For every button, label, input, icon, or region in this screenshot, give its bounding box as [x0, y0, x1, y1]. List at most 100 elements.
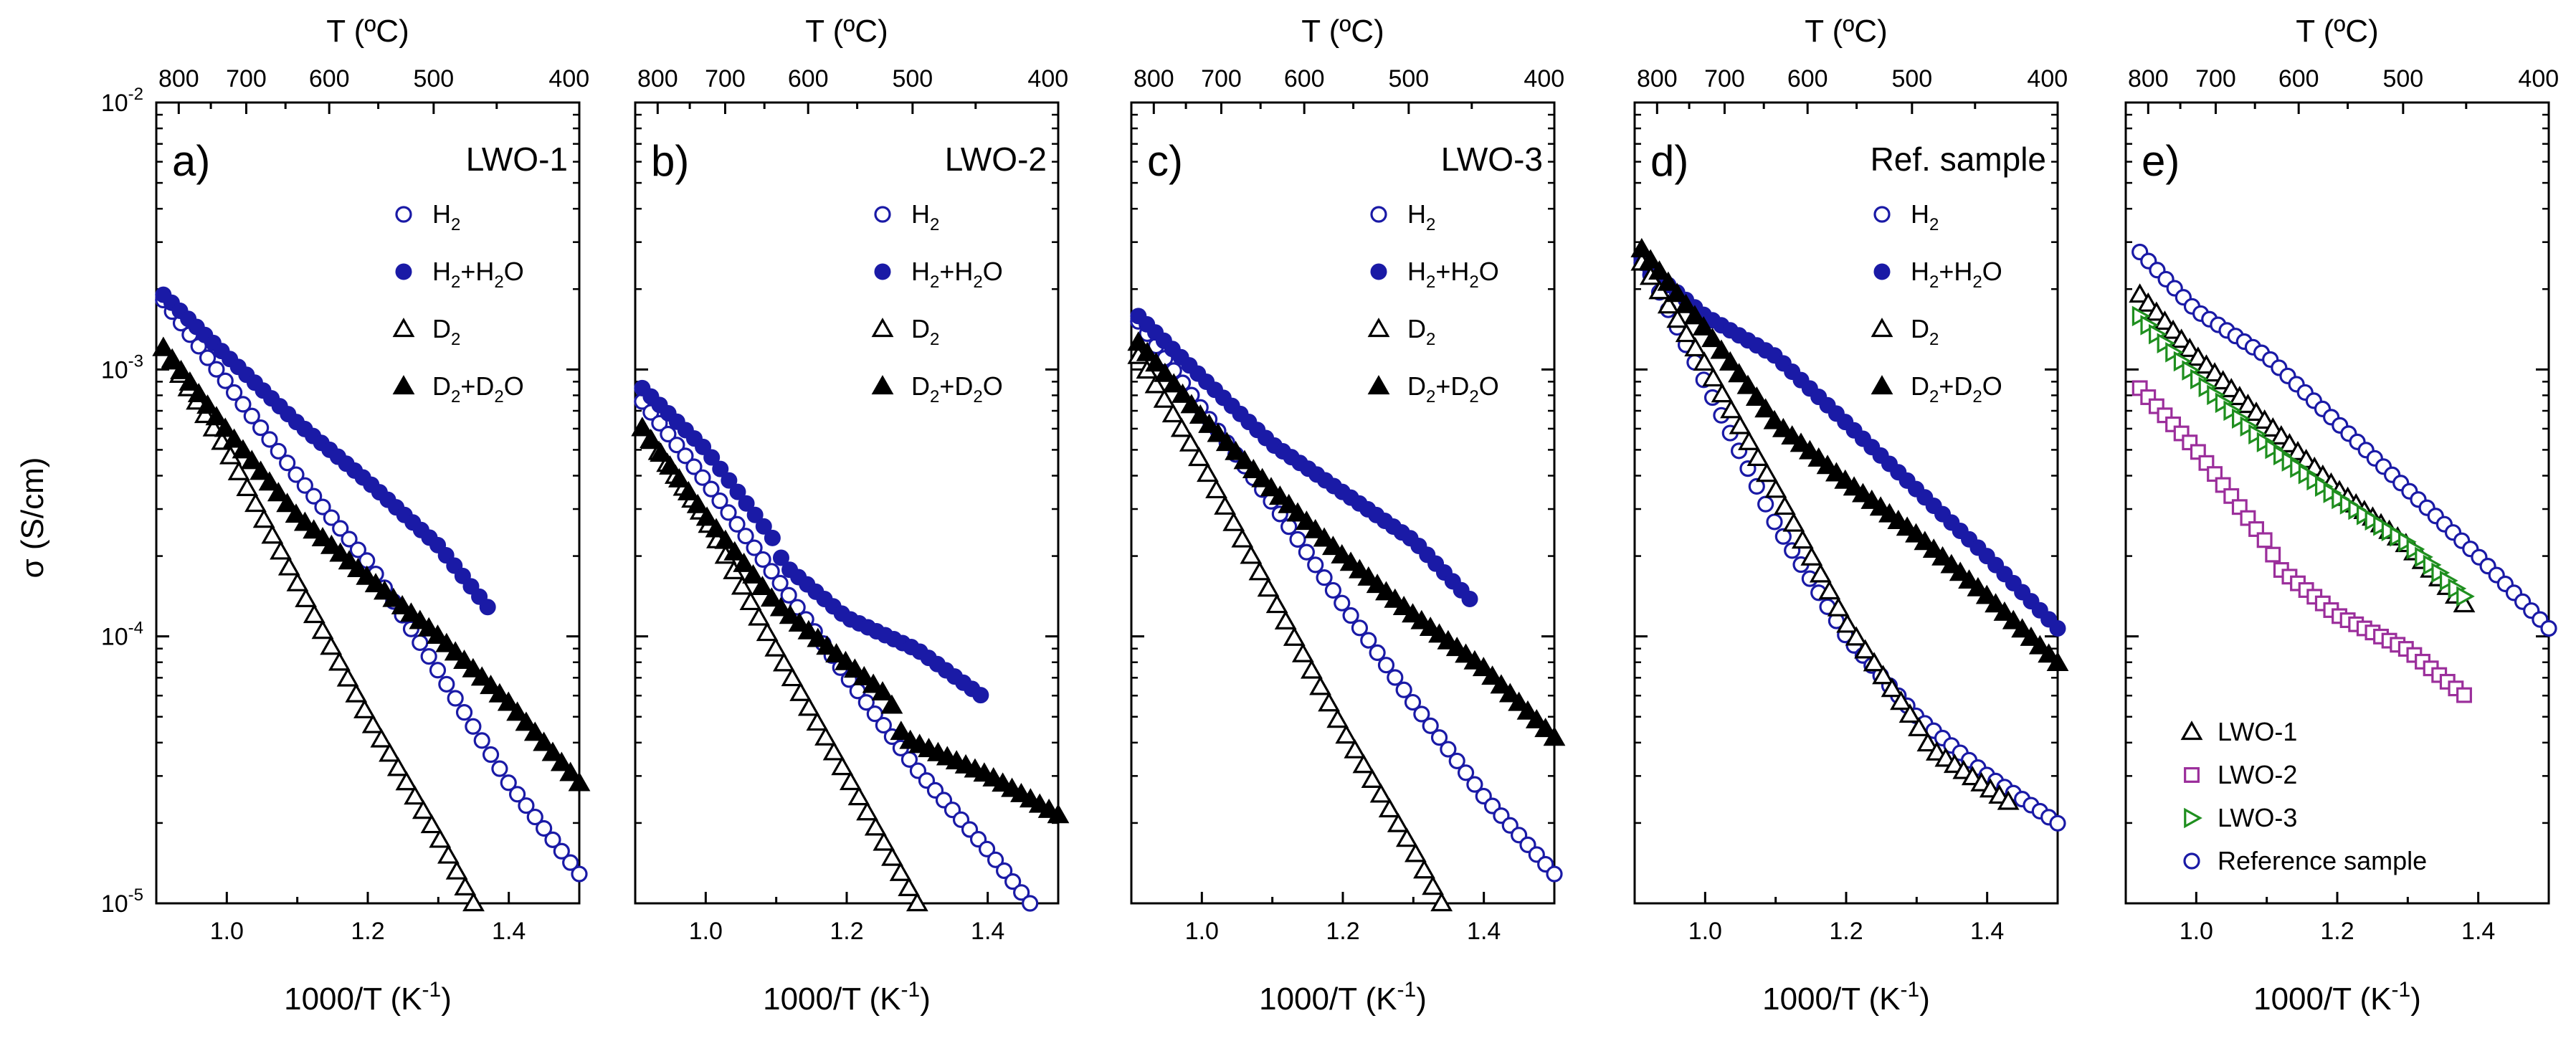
data-point [742, 564, 764, 584]
data-point [1422, 717, 1439, 734]
data-point [568, 771, 591, 791]
legend-marker [1367, 318, 1390, 338]
data-point [2154, 310, 2176, 331]
data-point [1860, 489, 1883, 509]
data-point [386, 756, 409, 776]
series-lwo-3 [2131, 305, 2475, 607]
x-tick-label: 1.2 [2320, 918, 2354, 945]
data-point [1225, 440, 1247, 460]
data-point [1766, 513, 1783, 531]
data-point [225, 384, 243, 401]
top-tick-label: 500 [2382, 65, 2423, 92]
data-point [1301, 659, 1323, 679]
data-point [473, 732, 490, 749]
data-point [1289, 531, 1306, 548]
data-point [754, 551, 771, 569]
data-point [1719, 351, 1741, 371]
data-point [1197, 462, 1219, 482]
top-tick-label: 500 [1388, 65, 1429, 92]
data-point [731, 575, 754, 595]
data-point [1402, 603, 1424, 623]
top-tick-label: 400 [1524, 65, 1564, 92]
data-point [1233, 450, 1256, 470]
data-point [1675, 323, 1698, 343]
legend-label: LWO-3 [2218, 803, 2297, 832]
panel-title: Ref. sample [1871, 141, 2046, 178]
data-point [1790, 432, 1812, 452]
data-point [797, 619, 820, 640]
data-point [438, 675, 455, 693]
panel-1: 1.0 1.2 1.4 800 700 600 500 400 T (ºC) 10-5 10-4 10… [101, 14, 591, 1017]
data-point [1782, 512, 1805, 532]
data-point [1283, 626, 1306, 646]
data-point [1369, 783, 1392, 803]
data-point [515, 711, 538, 731]
data-point [1268, 485, 1291, 505]
data-point [1240, 544, 1263, 564]
data-point [1816, 455, 1839, 475]
data-point [152, 336, 175, 356]
data-point [370, 728, 393, 748]
data-point [1940, 553, 1963, 574]
data-point [769, 596, 792, 617]
data-point [1683, 305, 1706, 325]
legend-marker [1871, 375, 1893, 395]
data-point [243, 407, 260, 424]
panel-label: a) [172, 137, 210, 185]
data-point [559, 761, 582, 781]
data-point [170, 359, 192, 379]
data-point [1881, 677, 1904, 698]
data-point [1516, 700, 1539, 720]
x-tick-label: 1.4 [971, 918, 1004, 945]
data-point [2212, 370, 2235, 390]
data-point [1127, 331, 1150, 351]
data-point [1361, 769, 1384, 788]
panel-title: LWO-2 [945, 141, 1047, 178]
x-tick-label: 1.0 [2180, 918, 2213, 945]
legend-marker [2184, 767, 2200, 783]
top-tick-label: 700 [226, 65, 267, 92]
data-point [1773, 495, 1796, 515]
data-point [508, 786, 526, 803]
data-point [2203, 362, 2226, 382]
data-point [1869, 496, 1892, 516]
legend-entry: LWO-1 [2180, 717, 2297, 746]
data-point [429, 662, 447, 679]
legend-marker [874, 206, 891, 223]
data-point [1395, 681, 1412, 698]
data-point [199, 349, 217, 366]
data-point [1905, 523, 1927, 543]
data-point [857, 694, 875, 711]
legend-entry: H2 [1873, 199, 1939, 234]
y-axis-title: σ (S/cm) [15, 457, 50, 579]
data-point [404, 785, 427, 805]
data-point [1295, 510, 1318, 531]
data-point [772, 549, 789, 566]
data-point [739, 591, 762, 611]
data-point [223, 428, 245, 448]
data-point [1321, 536, 1344, 556]
data-point [660, 425, 677, 443]
data-point [276, 493, 299, 513]
y-tick-label: 10-2 [101, 85, 143, 117]
data-point [1231, 528, 1254, 548]
data-point [686, 493, 709, 513]
data-point [1171, 383, 1194, 403]
data-point [553, 842, 570, 860]
data-point [864, 816, 887, 836]
data-point [1898, 703, 1921, 723]
data-point [1335, 724, 1358, 744]
data-point [1445, 637, 1468, 657]
data-point [2049, 619, 2066, 637]
top-tick-label: 600 [2278, 65, 2319, 92]
legend-marker [392, 375, 415, 395]
data-point [871, 681, 894, 701]
data-point [1448, 752, 1465, 770]
legend-marker [871, 318, 894, 338]
data-point [1344, 738, 1367, 759]
data-point [1675, 293, 1697, 313]
data-point [1384, 588, 1407, 608]
top-tick-label: 700 [1704, 65, 1745, 92]
data-point [1764, 478, 1787, 498]
data-point [1313, 527, 1336, 547]
